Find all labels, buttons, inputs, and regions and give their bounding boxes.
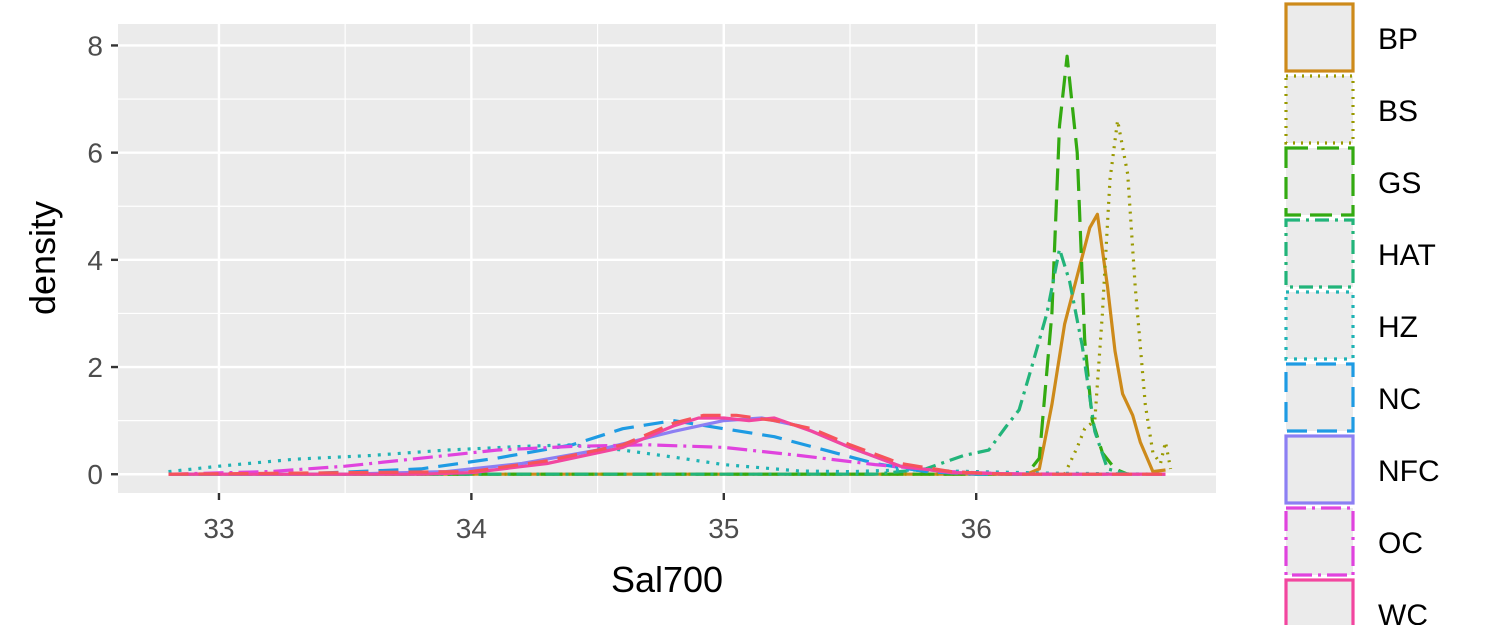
legend-key — [1284, 2, 1355, 73]
legend-key — [1284, 218, 1355, 289]
legend-item-bs: BS — [1284, 74, 1418, 145]
legend-label: WC — [1378, 599, 1428, 625]
legend-item-nc: NC — [1284, 362, 1421, 433]
legend-key — [1284, 434, 1355, 505]
legend-key — [1284, 362, 1355, 433]
legend-item-hat: HAT — [1284, 218, 1436, 289]
legend-key — [1284, 578, 1355, 625]
legend-item-gs: GS — [1284, 146, 1421, 217]
legend-label: BP — [1378, 23, 1418, 56]
x-tick-label: 35 — [708, 513, 739, 544]
legend-label: NFC — [1378, 455, 1440, 488]
x-tick-label: 33 — [203, 513, 234, 544]
legend-item-bp: BP — [1284, 2, 1418, 73]
series-line-hat — [168, 247, 1129, 476]
legend-item-hz: HZ — [1284, 290, 1418, 361]
legend: BP BS GS HAT HZ NC NFC OC WC — [1284, 2, 1440, 625]
x-tick-label: 34 — [456, 513, 487, 544]
grid-minor — [118, 24, 1216, 493]
y-tick-label: 4 — [87, 245, 103, 276]
legend-key — [1284, 146, 1355, 217]
y-tick-label: 2 — [87, 352, 103, 383]
series-layer — [168, 54, 1173, 476]
legend-label: HAT — [1378, 239, 1436, 272]
legend-label: BS — [1378, 95, 1418, 128]
series-line-nc — [168, 419, 1166, 476]
legend-item-wc: WC — [1284, 578, 1428, 625]
legend-item-oc: OC — [1284, 506, 1423, 577]
legend-key — [1284, 74, 1355, 145]
y-axis-title: density — [22, 201, 63, 315]
series-line-oc — [168, 443, 1166, 476]
series-line-unlabeled — [168, 413, 1166, 476]
y-axis: 0 2 4 6 8 — [87, 30, 118, 490]
legend-label: HZ — [1378, 311, 1418, 344]
y-tick-label: 0 — [87, 459, 103, 490]
series-line-wc — [168, 416, 1166, 476]
x-axis-title: Sal700 — [611, 559, 723, 600]
legend-key — [1284, 290, 1355, 361]
legend-label: NC — [1378, 383, 1421, 416]
legend-label: GS — [1378, 167, 1421, 200]
plot-panel — [118, 24, 1216, 493]
x-tick-label: 36 — [961, 513, 992, 544]
series-line-bp — [168, 212, 1166, 476]
legend-label: OC — [1378, 527, 1423, 560]
x-axis: 33 34 35 36 — [203, 493, 992, 544]
legend-item-nfc: NFC — [1284, 434, 1440, 505]
legend-key — [1284, 506, 1355, 577]
y-tick-label: 8 — [87, 30, 103, 61]
y-tick-label: 6 — [87, 138, 103, 169]
